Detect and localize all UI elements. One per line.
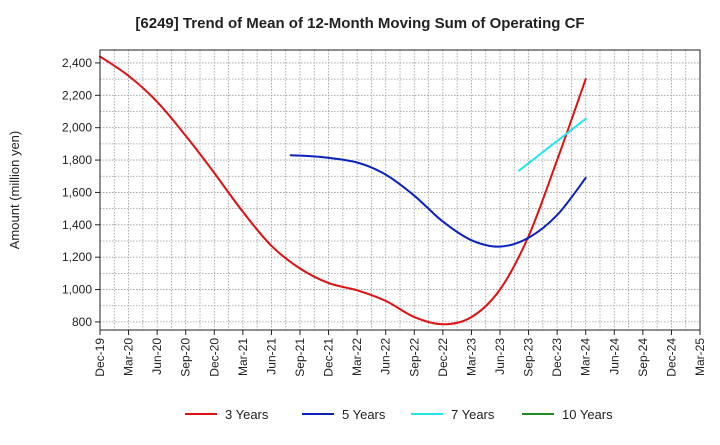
y-tick-label: 2,200: [62, 88, 92, 102]
x-tick-label: Jun-23: [493, 338, 507, 375]
x-tick-label: Sep-21: [293, 338, 307, 377]
x-tick-label: Dec-20: [207, 338, 221, 377]
legend: 3 Years 5 Years 7 Years 10 Years: [185, 407, 613, 422]
y-tick-label: 1,000: [62, 283, 92, 297]
y-tick-label: 2,000: [62, 121, 92, 135]
y-tick-label: 1,200: [62, 250, 92, 264]
legend-label-5-years: 5 Years: [342, 407, 386, 422]
y-tick-label: 1,800: [62, 153, 92, 167]
x-tick-label: Dec-19: [93, 338, 107, 377]
x-tick-label: Dec-22: [436, 338, 450, 377]
y-tick-label: 1,400: [62, 218, 92, 232]
y-tick-label: 2,400: [62, 56, 92, 70]
x-tick-label: Dec-23: [550, 338, 564, 377]
series-line-3-years: [99, 55, 587, 326]
x-tick-label: Mar-23: [464, 338, 478, 376]
y-tick-label: 800: [72, 315, 92, 329]
x-tick-label: Sep-20: [179, 338, 193, 377]
y-axis-ticks: 800 1,000 1,200 1,400 1,600 1,800 2,000 2,200 2,…: [62, 56, 100, 329]
x-tick-label: Sep-24: [636, 338, 650, 377]
series-lines: [99, 55, 587, 326]
legend-label-3-years: 3 Years: [225, 407, 269, 422]
x-tick-label: Mar-20: [122, 338, 136, 376]
series-line-5-years: [289, 154, 587, 248]
chart-title: [6249] Trend of Mean of 12-Month Moving …: [135, 15, 584, 32]
series-line-7-years: [518, 117, 587, 172]
x-tick-label: Jun-22: [379, 338, 393, 375]
x-tick-label: Jun-21: [264, 338, 278, 375]
x-tick-label: Mar-25: [693, 338, 707, 376]
x-tick-label: Jun-20: [150, 338, 164, 375]
x-tick-label: Dec-21: [322, 338, 336, 377]
grid: [100, 50, 700, 330]
x-tick-label: Mar-21: [236, 338, 250, 376]
x-tick-label: Mar-24: [579, 338, 593, 376]
legend-label-10-years: 10 Years: [562, 407, 613, 422]
plot-area-frame: [99, 49, 701, 331]
x-axis-ticks: Dec-19 Mar-20 Jun-20 Sep-20 Dec-20 Mar-21 Jun-…: [93, 330, 707, 377]
x-tick-label: Dec-24: [664, 338, 678, 377]
y-axis-label: Amount (million yen): [7, 131, 22, 250]
y-tick-label: 1,600: [62, 185, 92, 199]
x-tick-label: Sep-22: [407, 338, 421, 377]
x-tick-label: Sep-23: [522, 338, 536, 377]
x-tick-label: Jun-24: [607, 338, 621, 375]
legend-label-7-years: 7 Years: [451, 407, 495, 422]
x-tick-label: Mar-22: [350, 338, 364, 376]
